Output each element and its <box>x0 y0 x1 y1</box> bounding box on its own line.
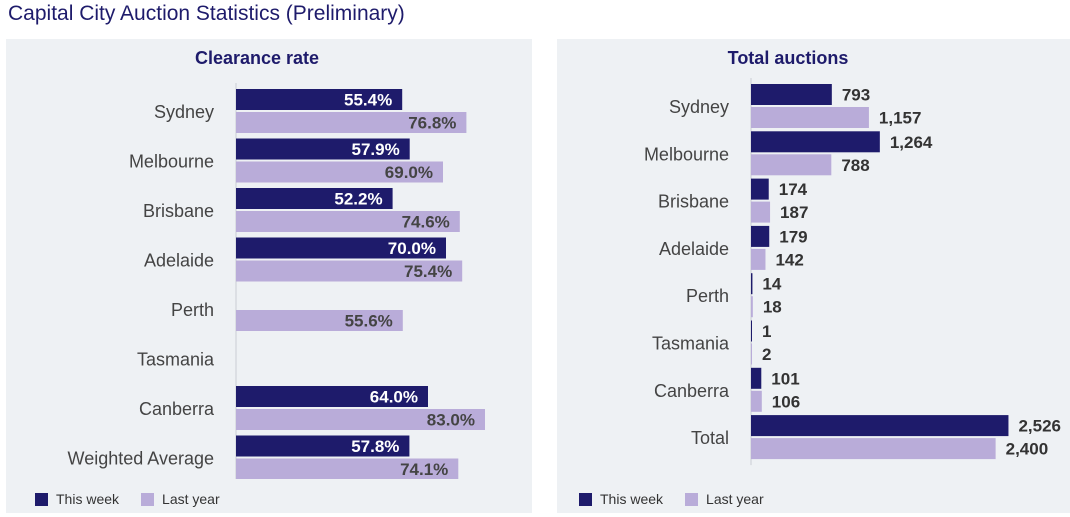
clearance-rate-chart: Clearance rate Sydney 55.4% 76.8% Melbourne 5… <box>68 48 485 479</box>
bar-brisbane-this-week <box>751 178 769 200</box>
bar-adelaide-last-year <box>236 260 463 282</box>
category-label-brisbane: Brisbane <box>143 201 214 221</box>
bar-melbourne-this-week <box>236 138 410 160</box>
data-label-sydney-last-year: 1,157 <box>879 109 922 128</box>
bar-melbourne-last-year <box>751 154 832 176</box>
bar-sydney-this-week <box>236 89 403 110</box>
legend-item-last-year: Last year <box>141 491 220 507</box>
data-label-adelaide-this-week: 70.0% <box>388 239 436 258</box>
legend-label-last-year: Last year <box>706 491 764 507</box>
bar-melbourne-this-week <box>751 131 880 153</box>
bar-melbourne-last-year <box>236 161 443 183</box>
category-label-brisbane: Brisbane <box>658 192 729 212</box>
clearance-rate-panel: Clearance rate Sydney 55.4% 76.8% Melbourne 5… <box>6 39 532 513</box>
data-label-total-last-year: 2,400 <box>1006 440 1049 459</box>
page-title: Capital City Auction Statistics (Prelimi… <box>8 2 405 25</box>
category-label-weighted-average: Weighted Average <box>68 449 214 469</box>
bar-adelaide-this-week <box>236 237 446 259</box>
data-label-sydney-last-year: 76.8% <box>408 114 456 133</box>
bar-perth-last-year <box>236 310 403 331</box>
data-label-adelaide-last-year: 142 <box>775 250 803 269</box>
data-label-canberra-last-year: 106 <box>772 392 800 411</box>
data-label-adelaide-last-year: 75.4% <box>404 262 452 281</box>
data-label-tasmania-last-year: 2 <box>762 345 771 364</box>
category-label-sydney: Sydney <box>154 102 214 122</box>
category-label-melbourne: Melbourne <box>644 144 729 164</box>
bar-brisbane-this-week <box>236 188 393 209</box>
category-label-tasmania: Tasmania <box>652 334 730 354</box>
data-label-brisbane-last-year: 187 <box>780 203 808 222</box>
data-label-canberra-last-year: 83.0% <box>427 411 475 430</box>
category-label-adelaide: Adelaide <box>659 239 729 259</box>
category-label-canberra: Canberra <box>139 399 215 419</box>
bar-adelaide-last-year <box>751 248 766 270</box>
bar-canberra-this-week <box>236 386 428 407</box>
bar-total-this-week <box>751 415 1009 437</box>
bar-weighted-average-last-year <box>236 458 459 479</box>
data-label-melbourne-last-year: 69.0% <box>385 163 433 182</box>
bar-tasmania-last-year <box>751 343 752 365</box>
data-label-brisbane-this-week: 52.2% <box>334 190 382 209</box>
legend-swatch-this-week <box>579 492 592 506</box>
total-auctions-panel: Total auctions Sydney 793 1,157 Melbourne 1,2… <box>557 39 1070 513</box>
data-label-perth-last-year: 18 <box>763 298 782 317</box>
chart-title: Clearance rate <box>195 48 319 68</box>
category-label-tasmania: Tasmania <box>137 350 215 370</box>
data-label-weighted-average-this-week: 57.8% <box>351 437 399 456</box>
bar-weighted-average-this-week <box>236 435 410 457</box>
legend-swatch-last-year <box>685 492 699 506</box>
data-label-canberra-this-week: 64.0% <box>370 388 418 407</box>
data-label-adelaide-this-week: 179 <box>779 227 807 246</box>
clearance-rate-legend: This week Last year <box>35 491 242 507</box>
bar-canberra-this-week <box>751 367 762 389</box>
bar-canberra-last-year <box>236 409 485 430</box>
bar-brisbane-last-year <box>751 201 771 223</box>
legend-swatch-last-year <box>141 492 155 506</box>
chart-title: Total auctions <box>728 48 849 68</box>
data-label-canberra-this-week: 101 <box>771 369 799 388</box>
bar-canberra-last-year <box>751 390 762 412</box>
category-label-melbourne: Melbourne <box>129 152 214 172</box>
data-label-melbourne-this-week: 1,264 <box>890 133 933 152</box>
bar-adelaide-this-week <box>751 225 770 247</box>
bar-sydney-last-year <box>236 112 467 133</box>
category-label-sydney: Sydney <box>669 97 729 117</box>
category-label-perth: Perth <box>171 300 214 320</box>
legend-item-this-week: This week <box>35 491 119 507</box>
total-auctions-chart: Total auctions Sydney 793 1,157 Melbourne 1,2… <box>644 48 1061 466</box>
bar-sydney-this-week <box>751 84 832 105</box>
legend-item-last-year: Last year <box>685 491 764 507</box>
data-label-melbourne-this-week: 57.9% <box>351 140 399 159</box>
category-label-canberra: Canberra <box>654 381 730 401</box>
data-label-brisbane-last-year: 74.6% <box>402 213 450 232</box>
bar-perth-last-year <box>751 296 753 318</box>
data-label-total-this-week: 2,526 <box>1018 417 1061 436</box>
data-label-perth-this-week: 14 <box>762 275 781 294</box>
legend-item-this-week: This week <box>579 491 663 507</box>
data-label-melbourne-last-year: 788 <box>841 156 869 175</box>
data-label-sydney-this-week: 55.4% <box>344 91 392 110</box>
bar-brisbane-last-year <box>236 211 460 232</box>
category-label-total: Total <box>691 428 729 448</box>
data-label-weighted-average-last-year: 74.1% <box>400 460 448 479</box>
bar-total-last-year <box>751 438 996 460</box>
category-label-adelaide: Adelaide <box>144 251 214 271</box>
total-auctions-legend: This week Last year <box>579 491 786 507</box>
bar-perth-this-week <box>751 273 753 295</box>
data-label-tasmania-this-week: 1 <box>762 322 771 341</box>
legend-label-this-week: This week <box>600 491 664 507</box>
data-label-perth-last-year: 55.6% <box>345 312 393 331</box>
legend-label-this-week: This week <box>56 491 120 507</box>
bar-sydney-last-year <box>751 107 869 128</box>
category-label-perth: Perth <box>686 286 729 306</box>
data-label-sydney-this-week: 793 <box>842 86 870 105</box>
data-label-brisbane-this-week: 174 <box>779 180 808 199</box>
legend-label-last-year: Last year <box>162 491 220 507</box>
bar-tasmania-this-week <box>751 320 752 342</box>
legend-swatch-this-week <box>35 492 48 506</box>
